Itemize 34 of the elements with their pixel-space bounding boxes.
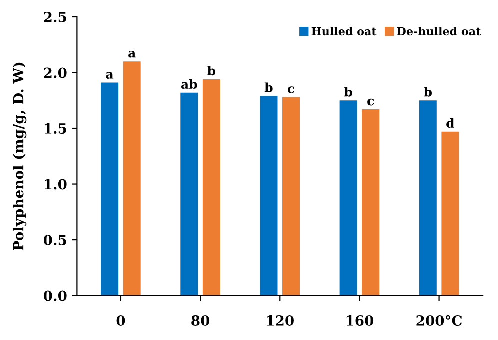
data-label: a bbox=[128, 50, 136, 58]
x-tick-label: 0 bbox=[116, 315, 126, 326]
bar bbox=[101, 82, 119, 296]
x-tick-label: 80 bbox=[192, 315, 210, 326]
bar bbox=[260, 96, 278, 296]
x-tick-label: 120 bbox=[267, 315, 294, 326]
bar bbox=[282, 97, 300, 296]
legend-label: De-hulled oat bbox=[397, 27, 482, 36]
data-label: d bbox=[446, 118, 455, 128]
data-label: c bbox=[288, 86, 295, 94]
y-axis-title: Polyphenol (mg/g, D. W) bbox=[13, 62, 27, 251]
data-label: a bbox=[106, 72, 114, 79]
bar bbox=[362, 110, 380, 296]
y-tick-label: 1.5 bbox=[45, 123, 66, 134]
data-label: c bbox=[368, 98, 374, 106]
y-tick-label: 0.0 bbox=[44, 290, 67, 302]
y-tick-label: 2.5 bbox=[44, 12, 66, 22]
x-tick-label: 200°C bbox=[416, 315, 462, 326]
data-label: b bbox=[208, 66, 216, 76]
bar bbox=[442, 132, 460, 296]
data-label: ab bbox=[181, 79, 198, 90]
data-label: b bbox=[344, 87, 352, 97]
bar bbox=[340, 100, 358, 296]
y-tick-label: 1.0 bbox=[45, 179, 67, 190]
y-tick-label: 2.0 bbox=[44, 68, 67, 78]
bar bbox=[419, 100, 437, 296]
data-label: b bbox=[424, 87, 432, 97]
legend-label: Hulled oat bbox=[312, 27, 377, 36]
x-tick-label: 160 bbox=[346, 315, 374, 326]
bar bbox=[202, 79, 220, 296]
data-label: b bbox=[264, 82, 273, 92]
y-tick-label: 0.5 bbox=[44, 235, 66, 246]
bar bbox=[180, 92, 198, 296]
bar bbox=[123, 62, 141, 296]
